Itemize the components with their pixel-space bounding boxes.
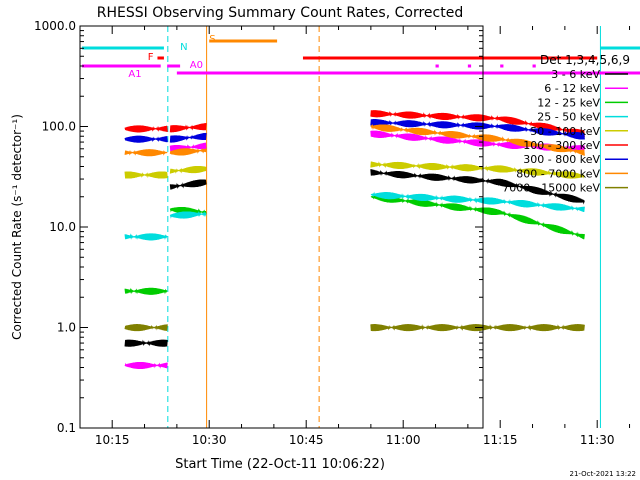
series-line	[124, 287, 168, 295]
series-12-25-kev	[124, 193, 585, 295]
status-label: A1	[128, 69, 141, 80]
chart-title: RHESSI Observing Summary Count Rates, Co…	[97, 5, 463, 21]
series-300-800-kev	[124, 119, 585, 143]
x-tick-label: 11:30	[580, 433, 615, 447]
x-axis-label: Start Time (22-Oct-11 10:06:22)	[175, 457, 385, 472]
x-tick-label: 10:30	[192, 433, 227, 447]
series-layer	[124, 110, 585, 370]
series-7000-15000-kev	[124, 324, 585, 332]
legend-label: 800 - 7000 keV	[516, 167, 600, 180]
legend-label: 25 - 50 keV	[537, 111, 600, 124]
series-3-6-kev	[124, 169, 585, 347]
series-line	[124, 339, 168, 347]
legend-label: 300 - 800 keV	[523, 153, 600, 166]
y-axis-label: Corrected Count Rate (s⁻¹ detector⁻¹)	[10, 114, 24, 340]
legend-label: 12 - 25 keV	[537, 96, 600, 109]
plot-area	[167, 26, 601, 428]
x-tick-label: 11:15	[483, 433, 518, 447]
series-50-100-kev	[124, 161, 585, 179]
series-line	[124, 135, 168, 143]
series-line	[124, 149, 168, 157]
legend-label: 50 - 100 keV	[530, 125, 600, 138]
status-bars: F S NA0 A1	[82, 34, 640, 80]
series-line	[370, 110, 585, 137]
series-line	[169, 123, 207, 133]
series-line	[124, 171, 168, 179]
series-line	[169, 132, 207, 143]
legend-label: 3 - 6 keV	[551, 68, 600, 81]
series-line	[169, 210, 207, 219]
y-tick-label: 0.1	[57, 421, 76, 435]
series-line	[169, 165, 207, 174]
series-line	[370, 130, 585, 153]
series-line	[124, 125, 168, 133]
legend-label: 7000 - 15000 keV	[502, 182, 600, 195]
footer-date: 21-Oct-2021 13:22	[570, 470, 636, 478]
status-label: S	[209, 34, 215, 45]
series-line	[370, 123, 585, 156]
legend-label: 100 - 300 keV	[523, 139, 600, 152]
legend-header: Det 1,3,4,5,6,9	[540, 53, 630, 67]
series-line	[124, 233, 168, 241]
status-label: N	[180, 42, 187, 53]
y-axis: 0.1 1.0 10.0 100.0 1000.0	[34, 19, 483, 435]
legend-label: 6 - 12 keV	[544, 82, 600, 95]
series-line	[370, 119, 585, 140]
series-25-50-kev	[124, 191, 585, 241]
series-line	[124, 324, 168, 332]
y-tick-label: 10.0	[49, 220, 76, 234]
series-line	[370, 191, 585, 212]
series-100-300-kev	[124, 110, 585, 137]
series-line	[169, 147, 207, 156]
series-line	[370, 169, 585, 205]
status-label: F	[148, 52, 154, 63]
x-tick-label: 10:15	[95, 433, 130, 447]
series-line	[169, 179, 207, 190]
series-line	[370, 324, 585, 332]
series-line	[370, 161, 585, 179]
y-tick-label: 1.0	[57, 321, 76, 335]
y-tick-label: 1000.0	[34, 19, 76, 33]
x-tick-label: 11:00	[386, 433, 421, 447]
series-800-7000-kev	[124, 123, 585, 157]
x-tick-label: 10:45	[289, 433, 324, 447]
y-tick-label: 100.0	[42, 120, 76, 134]
series-line	[370, 193, 585, 240]
status-label: A0	[190, 60, 203, 71]
series-line	[124, 361, 168, 370]
